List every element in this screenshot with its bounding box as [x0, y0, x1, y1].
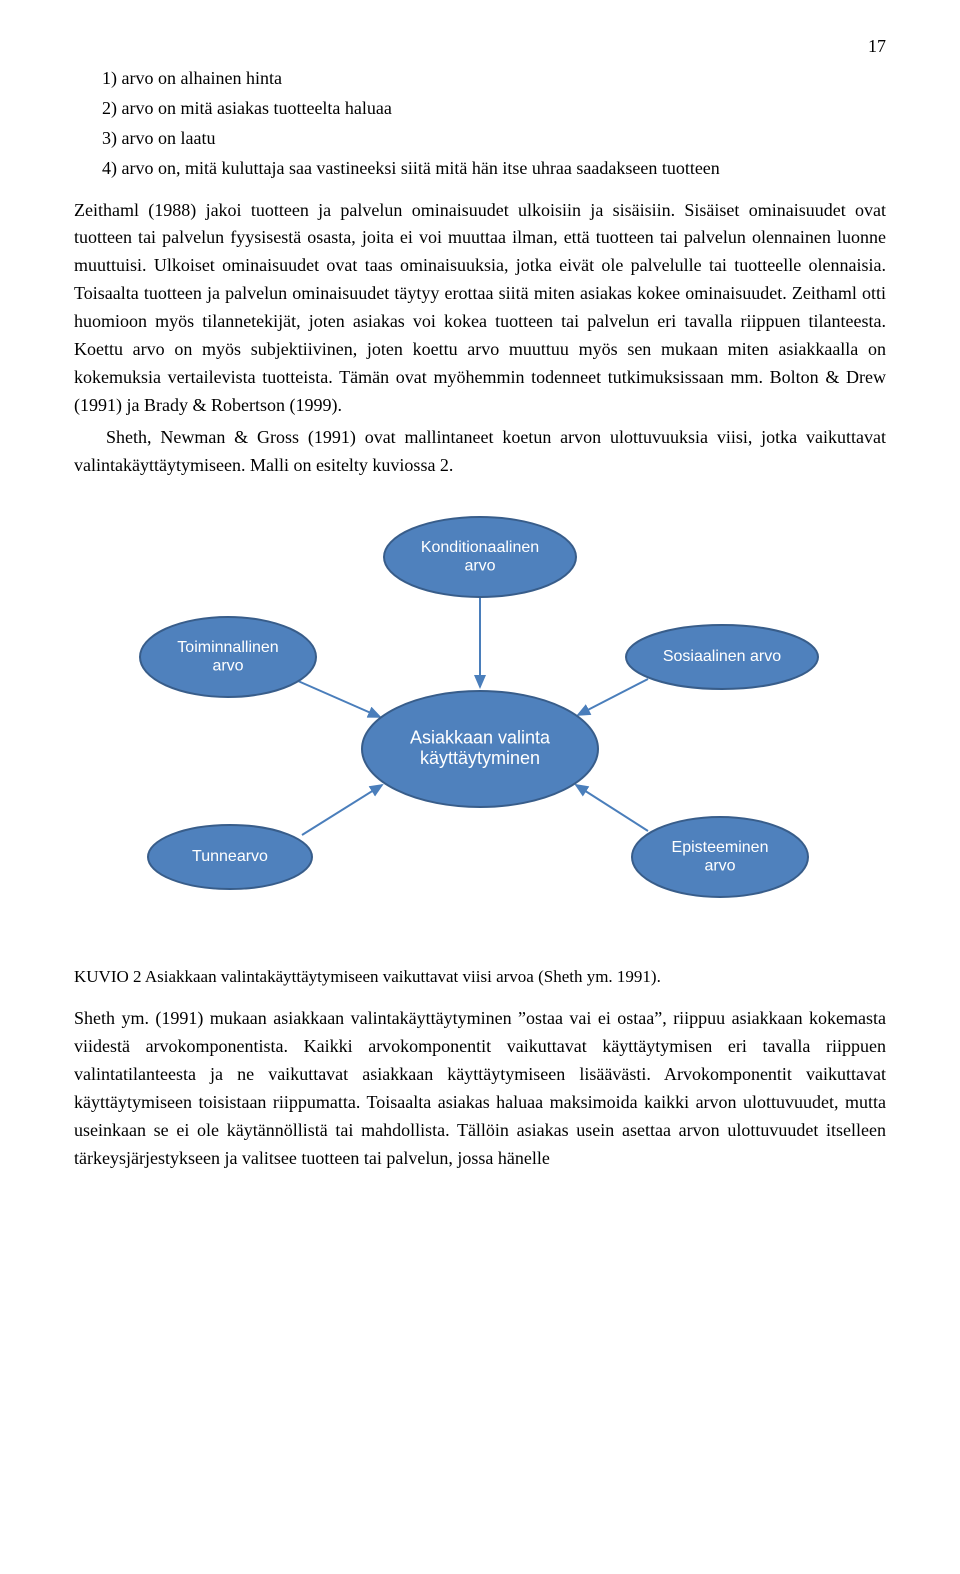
diagram-node-func: Toiminnallinen arvo	[140, 617, 316, 697]
list-item: 1) arvo on alhainen hinta	[102, 65, 886, 93]
diagram-node-label: arvo	[464, 558, 495, 575]
diagram-node-label: arvo	[212, 658, 243, 675]
diagram-node-label: arvo	[704, 858, 735, 875]
diagram-edge	[302, 785, 382, 835]
body-paragraph: Sheth, Newman & Gross (1991) ovat mallin…	[74, 424, 886, 480]
body-paragraph: Zeithaml (1988) jakoi tuotteen ja palvel…	[74, 197, 886, 420]
diagram-node-cond: Konditionaalinen arvo	[384, 517, 576, 597]
diagram-node-label: Konditionaalinen	[421, 539, 539, 556]
list-item: 2) arvo on mitä asiakas tuotteelta halua…	[102, 95, 886, 123]
list-item: 4) arvo on, mitä kuluttaja saa vastineek…	[102, 155, 886, 183]
diagram-node-social: Sosiaalinen arvo	[626, 625, 818, 689]
figure-caption: KUVIO 2 Asiakkaan valintakäyttäytymiseen…	[74, 967, 886, 987]
definition-list: 1) arvo on alhainen hinta 2) arvo on mit…	[102, 65, 886, 183]
body-paragraph: Sheth ym. (1991) mukaan asiakkaan valint…	[74, 1005, 886, 1172]
diagram-node-label: käyttäytyminen	[420, 749, 540, 769]
value-diagram: Asiakkaan valintakäyttäytyminen Kondition…	[100, 509, 860, 939]
diagram-container: Asiakkaan valintakäyttäytyminen Kondition…	[74, 509, 886, 939]
diagram-node-label: Asiakkaan valinta	[410, 728, 551, 748]
page-number: 17	[74, 36, 886, 57]
diagram-node-emotion: Tunnearvo	[148, 825, 312, 889]
diagram-edge	[578, 679, 648, 715]
diagram-node-label: Episteeminen	[672, 839, 769, 856]
diagram-node-center: Asiakkaan valintakäyttäytyminen	[362, 691, 598, 807]
diagram-edge	[298, 681, 380, 717]
diagram-node-label: Sosiaalinen arvo	[663, 649, 781, 666]
diagram-node-epist: Episteeminen arvo	[632, 817, 808, 897]
diagram-node-label: Toiminnallinen	[177, 639, 278, 656]
list-item: 3) arvo on laatu	[102, 125, 886, 153]
diagram-node-label: Tunnearvo	[192, 849, 268, 866]
diagram-edge	[576, 785, 648, 831]
